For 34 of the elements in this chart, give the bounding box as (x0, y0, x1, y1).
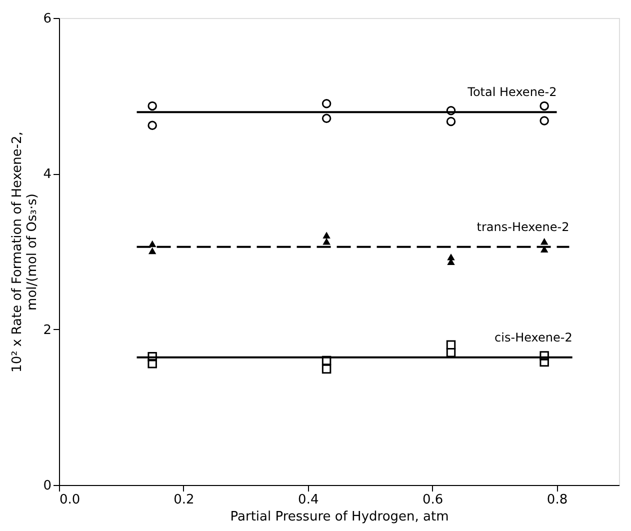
y-tick-label: 6 (43, 12, 52, 26)
point (148, 120, 157, 130)
point (322, 356, 332, 366)
point (446, 348, 456, 358)
point (446, 116, 456, 126)
point (148, 358, 157, 368)
series-label: Total Hexene-2 (466, 85, 557, 100)
point (322, 364, 332, 374)
x-tick-label: 0.0 (60, 492, 80, 508)
point (446, 340, 456, 350)
x-axis-title: Partial Pressure of Hydrogen, atm (230, 510, 449, 524)
y-axis-title: 10² x Rate of Formation of Hexene-2, mol/(mol of Os₃·s) (10, 132, 40, 372)
y-tick-label: 0 (43, 478, 52, 494)
point (322, 238, 330, 245)
point (322, 99, 332, 108)
point (148, 352, 157, 362)
series-label: cis-Hexene-2 (494, 330, 572, 344)
x-tick-label: 0.8 (546, 492, 568, 508)
point (322, 232, 330, 239)
point (540, 116, 549, 126)
x-tick-label: 0.6 (422, 492, 444, 508)
series-label: trans-Hexene-2 (476, 220, 570, 234)
point (148, 247, 156, 254)
point (540, 357, 549, 367)
point (540, 238, 548, 245)
point (540, 351, 549, 360)
point (540, 101, 549, 111)
point (322, 114, 332, 124)
point (148, 101, 157, 111)
y-tick-label: 2 (43, 322, 52, 338)
y-tick-label: 4 (43, 167, 52, 182)
x-tick-label: 0.2 (174, 492, 194, 508)
x-tick-label: 0.4 (298, 492, 319, 508)
point (446, 106, 456, 116)
